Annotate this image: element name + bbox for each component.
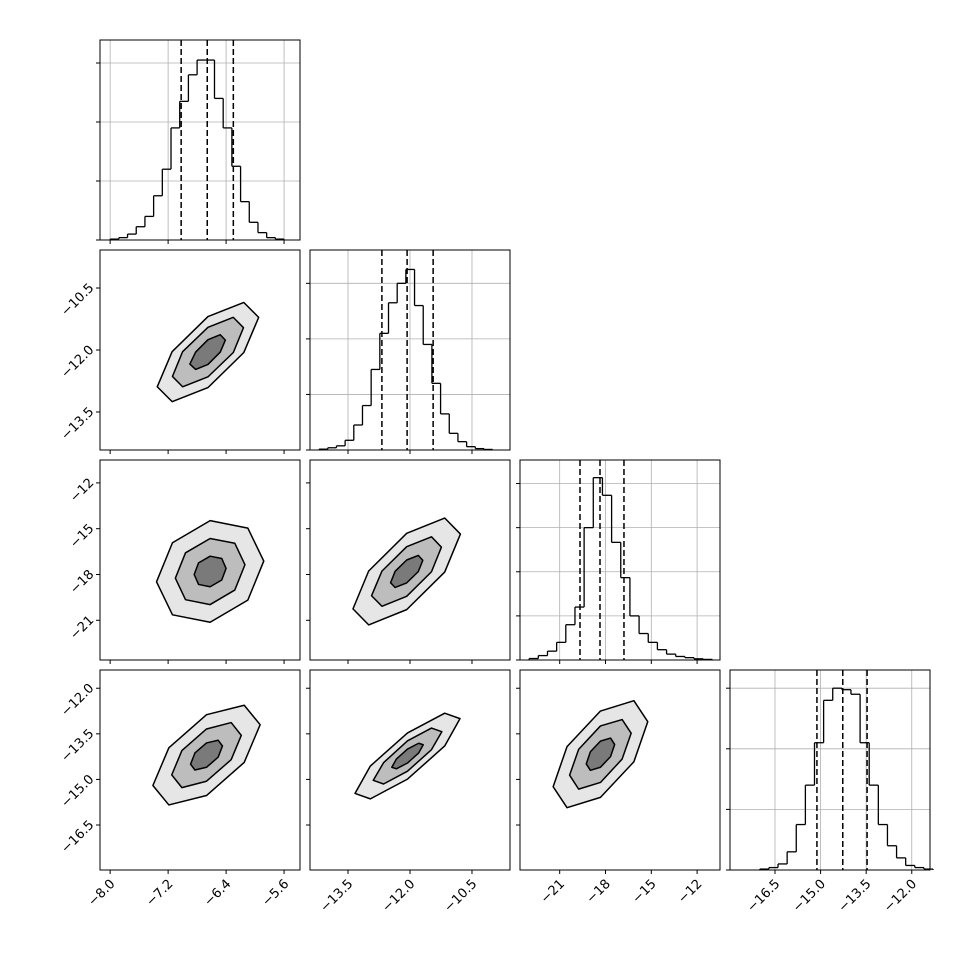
x-tick-label: −16.5 (745, 877, 784, 916)
x-tick-label: −10.5 (442, 877, 481, 916)
panel-frame (729, 669, 931, 871)
x-tick-label: −12 (675, 877, 705, 907)
panel-frame (99, 39, 301, 241)
density-contour (391, 742, 424, 770)
x-tick-label: −12.0 (380, 877, 419, 916)
x-tick-label: −15 (630, 877, 660, 907)
x-tick-label: −13.5 (836, 877, 875, 916)
y-tick-label: −21 (67, 613, 97, 643)
y-tick-label: −12 (67, 476, 97, 506)
panel-frame (519, 669, 721, 871)
x-tick-label: −6.4 (201, 877, 234, 910)
x-tick-label: −8.0 (86, 877, 119, 910)
x-tick-label: −21 (538, 877, 568, 907)
panel-frame (519, 459, 721, 661)
density-contour (193, 555, 227, 588)
x-tick-label: −12.0 (881, 877, 920, 916)
panel-frame (99, 669, 301, 871)
x-tick-label: −7.2 (143, 877, 176, 910)
density-contour (189, 739, 224, 771)
y-tick-label: −15 (67, 521, 97, 551)
y-tick-label: −13.5 (59, 727, 98, 766)
density-contour (389, 554, 424, 589)
density-contour (189, 333, 227, 371)
y-tick-label: −10.5 (59, 281, 98, 320)
y-tick-label: −18 (67, 567, 97, 597)
y-tick-label: −16.5 (59, 818, 98, 857)
x-tick-label: −5.6 (259, 877, 292, 910)
panel-frame (99, 459, 301, 661)
y-tick-label: −13.5 (59, 405, 98, 444)
density-contour (585, 737, 616, 772)
y-tick-label: −15.0 (59, 772, 98, 811)
x-tick-label: −18 (584, 877, 614, 907)
y-tick-label: −12.0 (59, 681, 98, 720)
y-tick-label: −12.0 (59, 343, 98, 382)
x-tick-label: −15.0 (790, 877, 829, 916)
x-tick-label: −13.5 (318, 877, 357, 916)
